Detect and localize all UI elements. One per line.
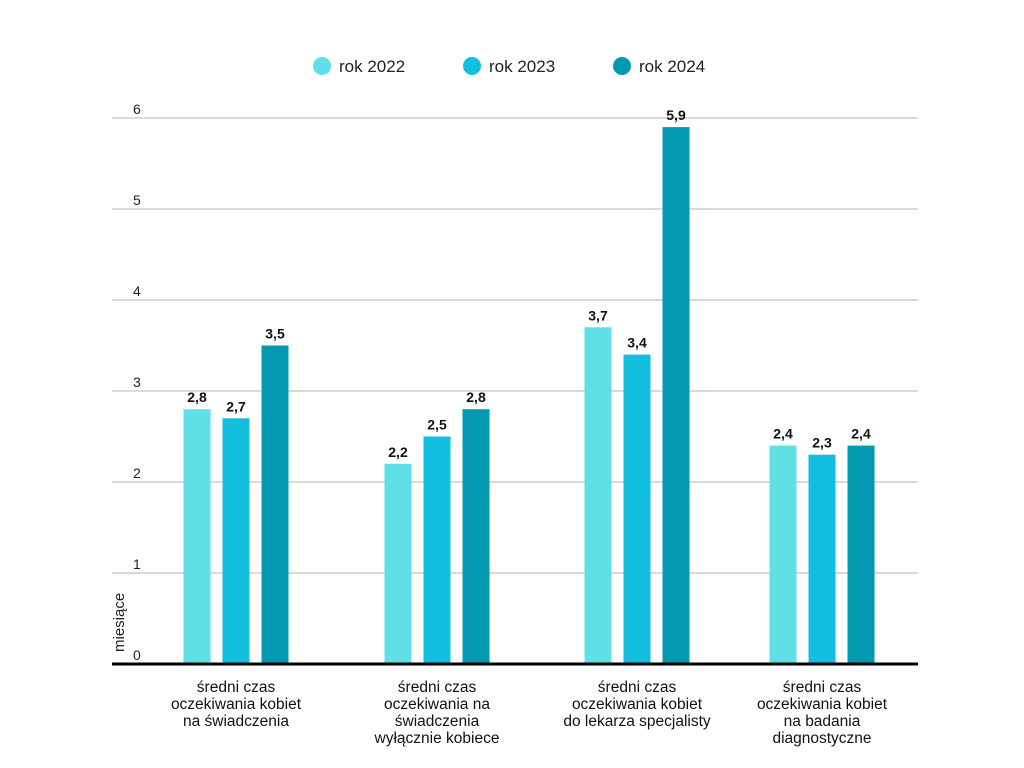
- x-category-label: średni czas oczekiwania kobiet na świadcze…: [141, 679, 331, 730]
- x-category-label-line: na badania: [783, 713, 861, 730]
- x-category-label-line: oczekiwania kobiet: [170, 696, 302, 713]
- legend-label: rok 2023: [489, 57, 555, 76]
- bars: [183, 127, 875, 665]
- data-label: 2,4: [773, 426, 793, 442]
- y-tick-label: 1: [133, 556, 141, 572]
- bar: [423, 436, 451, 664]
- x-category-label-line: średni czas: [196, 679, 276, 696]
- x-category-label-line: oczekiwania na: [384, 696, 490, 713]
- bar: [384, 463, 412, 664]
- data-label: 3,4: [627, 335, 647, 351]
- x-category-label-line: świadczenia: [394, 713, 480, 730]
- legend: rok 2022 rok 2023 rok 2024: [313, 57, 705, 76]
- bar: [808, 454, 836, 664]
- y-tick-label: 3: [133, 374, 141, 390]
- bar: [623, 354, 651, 664]
- data-labels: 2,8 2,7 3,5 2,2 2,5 2,8 3,7 3,4 5,9 2,4 2,3 2,4: [187, 107, 871, 460]
- x-category-label-line: średni czas: [597, 679, 677, 696]
- x-category-label-line: oczekiwania kobiet: [756, 696, 888, 713]
- bar: [183, 409, 211, 664]
- legend-swatch: [613, 57, 631, 75]
- data-label: 2,2: [388, 444, 408, 460]
- y-tick-label: 4: [133, 283, 141, 299]
- bar: [769, 445, 797, 664]
- legend-label: rok 2022: [339, 57, 405, 76]
- x-category-label: średni czas oczekiwania kobiet do lekarza …: [542, 679, 732, 730]
- legend-item: rok 2024: [613, 57, 705, 76]
- legend-item: rok 2022: [313, 57, 405, 76]
- y-tick-label: 0: [133, 647, 141, 663]
- data-label: 2,3: [812, 435, 832, 451]
- y-axis-ticks: 0 1 2 3 4 5 6: [133, 101, 141, 663]
- x-category-label-line: wyłącznie kobiece: [374, 730, 500, 747]
- x-category-label-line: do lekarza specjalisty: [563, 713, 711, 730]
- bar: [847, 445, 875, 664]
- data-label: 5,9: [666, 107, 686, 123]
- bar: [584, 327, 612, 664]
- x-category-label: średni czas oczekiwania kobiet na badania d…: [727, 679, 917, 747]
- bar: [662, 127, 690, 665]
- bar: [222, 418, 250, 664]
- bar: [261, 345, 289, 664]
- x-category-label-line: średni czas: [397, 679, 477, 696]
- data-label: 2,7: [226, 398, 246, 414]
- data-label: 2,8: [187, 389, 207, 405]
- legend-label: rok 2024: [639, 57, 705, 76]
- data-label: 2,5: [427, 417, 447, 433]
- x-category-label-line: oczekiwania kobiet: [571, 696, 703, 713]
- legend-item: rok 2023: [463, 57, 555, 76]
- y-tick-label: 6: [133, 101, 141, 117]
- data-label: 2,8: [466, 389, 486, 405]
- y-tick-label: 5: [133, 192, 141, 208]
- data-label: 3,7: [588, 307, 608, 323]
- bar: [462, 409, 490, 664]
- y-axis-label: miesiące: [111, 593, 128, 652]
- x-category-label-line: diagnostyczne: [772, 730, 872, 747]
- x-category-label-line: na świadczenia: [183, 713, 289, 730]
- legend-swatch: [313, 57, 331, 75]
- y-tick-label: 2: [133, 465, 141, 481]
- data-label: 3,5: [265, 326, 285, 342]
- x-category-label: średni czas oczekiwania na świadczenia wyłą…: [342, 679, 532, 747]
- legend-swatch: [463, 57, 481, 75]
- x-category-label-line: średni czas: [782, 679, 862, 696]
- data-label: 2,4: [851, 426, 871, 442]
